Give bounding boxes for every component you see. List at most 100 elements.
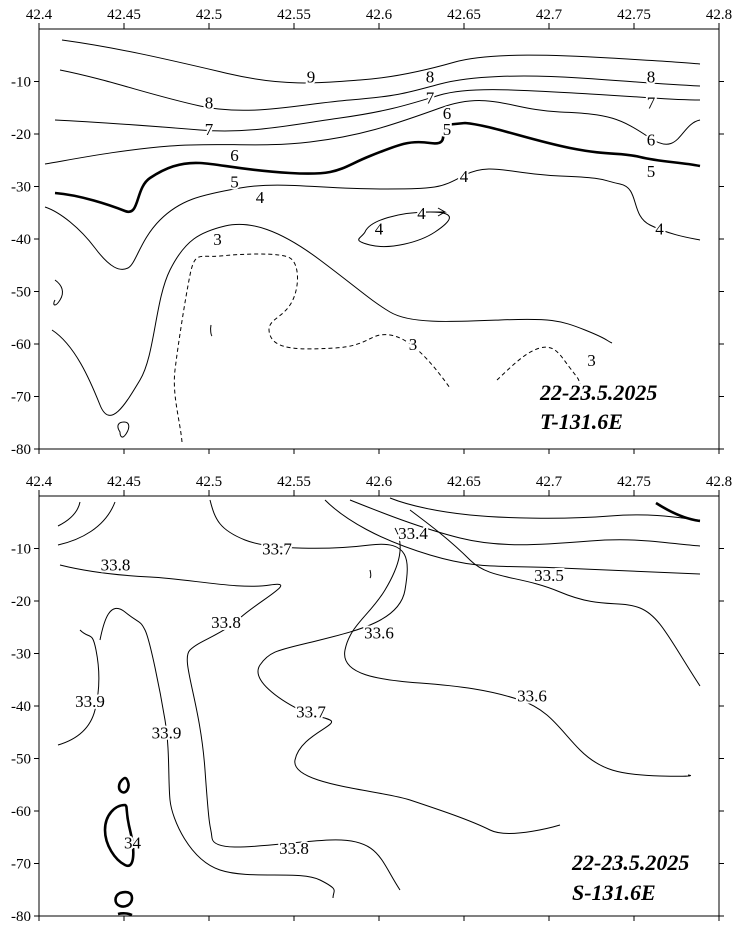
salinity-contour-label-6: 33.8 (101, 555, 131, 574)
salinity-y-tick-label-1: -20 (11, 594, 31, 610)
salinity-y-tick-label-0: -10 (11, 542, 31, 558)
temperature-contour-label-3: 8 (647, 67, 656, 86)
salinity-contours (57, 497, 701, 917)
contour-line-small-mark (369, 569, 372, 579)
contour-line-33-3 (349, 499, 701, 547)
temperature-y-tick-label-2: -30 (11, 180, 31, 196)
temperature-contour-label-2: 8 (426, 67, 435, 86)
contour-line-33-7 (209, 499, 561, 834)
contour-line-3 (51, 223, 613, 416)
temperature-y-tick-label-5: -60 (11, 337, 31, 353)
salinity-y-tick-label-5: -60 (11, 804, 31, 820)
contour-line-34-small-1 (117, 776, 130, 794)
contour-line-33-5 (409, 509, 701, 687)
contour-line-5 (54, 121, 701, 214)
contour-line-6 (44, 100, 701, 165)
salinity-contour-label-4: 33.7 (262, 540, 292, 559)
salinity-contour-label-11: 34 (124, 834, 142, 853)
temperature-contour-label-18: 3 (213, 230, 222, 249)
contour-line-34-small-2 (114, 890, 134, 908)
contour-line-34 (103, 803, 135, 868)
salinity-panel: 42.4 42.45 42.5 42.55 42.6 42.65 42.7 42.75 42.8… (11, 474, 732, 925)
salinity-x-tick-label-2: 42.5 (196, 474, 222, 490)
salinity-x-tick-label-4: 42.6 (366, 474, 393, 490)
salinity-x-tick-label-5: 42.65 (447, 474, 481, 490)
salinity-contour-label-5: 33.7 (296, 702, 326, 721)
contour-line-34-small-3 (117, 912, 133, 917)
temperature-x-tick-label-7: 42.75 (617, 7, 651, 23)
salinity-x-tick-label-3: 42.55 (277, 474, 311, 490)
temperature-y-tick-label-3: -40 (11, 232, 31, 248)
contour-line-top-left-1 (57, 501, 81, 527)
contour-line-dashed (173, 253, 451, 443)
contour-line-33-1 (655, 501, 701, 523)
temperature-contour-label-15: 4 (375, 220, 384, 239)
temperature-x-tick-label-4: 42.6 (366, 7, 393, 23)
temperature-x-tick-label-5: 42.65 (447, 7, 481, 23)
salinity-title-line-2: S-131.6E (572, 880, 656, 905)
temperature-panel: 42.4 42.45 42.5 42.55 42.6 42.65 42.7 42.75 42.8… (11, 7, 732, 458)
temperature-x-tick-label-6: 42.7 (536, 7, 563, 23)
salinity-contour-label-1: 33.5 (534, 566, 564, 585)
contour-line-33-4 (324, 499, 701, 575)
contour-line-7 (54, 89, 701, 132)
temperature-contour-label-1: 8 (205, 94, 214, 113)
temperature-contour-label-10: 5 (230, 172, 239, 191)
salinity-y-tick-label-3: -40 (11, 699, 31, 715)
contour-line-top-left-2 (57, 501, 116, 546)
salinity-contour-label-9: 33.9 (75, 692, 105, 711)
salinity-contour-label-10: 33.9 (152, 723, 182, 742)
temperature-contour-label-8: 6 (443, 104, 452, 123)
salinity-x-tick-label-7: 42.75 (617, 474, 651, 490)
temperature-contours (44, 39, 701, 443)
temperature-contour-label-7: 6 (230, 146, 239, 165)
temperature-contour-label-14: 4 (460, 167, 469, 186)
temperature-contour-label-6: 7 (647, 94, 656, 113)
temperature-title-line-1: 22-23.5.2025 (539, 380, 657, 405)
temperature-y-tick-label-4: -50 (11, 285, 31, 301)
contour-line-8 (59, 69, 701, 111)
salinity-x-tick-label-0: 42.4 (26, 474, 53, 490)
salinity-x-tick-label-1: 42.45 (107, 474, 141, 490)
contour-line-small-tick (210, 324, 213, 337)
temperature-x-tick-label-3: 42.55 (277, 7, 311, 23)
temperature-y-tick-label-0: -10 (11, 75, 31, 91)
temperature-contour-label-0: 9 (307, 67, 316, 86)
contour-line-9 (61, 39, 701, 84)
contour-line-dashed-right (496, 346, 581, 385)
salinity-y-tick-label-4: -50 (11, 752, 31, 768)
temperature-x-tick-label-0: 42.4 (26, 7, 53, 23)
salinity-contour-label-0: 33.4 (398, 524, 428, 543)
salinity-x-tick-label-8: 42.8 (706, 474, 732, 490)
contour-line-4-closed (358, 211, 450, 248)
temperature-contour-label-11: 5 (443, 120, 452, 139)
salinity-contour-label-2: 33.6 (364, 624, 394, 643)
salinity-title-line-1: 22-23.5.2025 (571, 850, 689, 875)
temperature-y-tick-label-1: -20 (11, 127, 31, 143)
temperature-x-tick-label-1: 42.45 (107, 7, 141, 23)
salinity-contour-label-8: 33.8 (279, 839, 309, 858)
temperature-title-line-2: T-131.6E (540, 409, 623, 434)
temperature-contour-label-17: 4 (655, 220, 664, 239)
contour-line-4-arrow (420, 207, 447, 217)
salinity-axis-ticks: 42.4 42.45 42.5 42.55 42.6 42.65 42.7 42.75 42.8… (11, 474, 732, 925)
salinity-contour-labels: 33.4 33.5 33.6 33.6 33.7 33.7 33.8 33.8 33.8 33.9… (73, 522, 566, 860)
contour-line-33-8 (59, 564, 401, 891)
salinity-y-tick-label-6: -70 (11, 857, 31, 873)
salinity-y-tick-label-7: -80 (11, 909, 31, 925)
temperature-contour-label-9: 6 (647, 130, 656, 149)
salinity-contour-label-7: 33.8 (211, 613, 241, 632)
contour-line-small-circle (117, 421, 130, 438)
contour-line-3-left (53, 279, 63, 306)
salinity-y-tick-label-2: -30 (11, 647, 31, 663)
temperature-y-tick-label-7: -80 (11, 442, 31, 458)
contour-line-33-9-left (57, 629, 100, 746)
temperature-contour-label-4: 7 (205, 120, 214, 139)
temperature-contour-label-19: 3 (409, 335, 418, 354)
temperature-x-tick-label-2: 42.5 (196, 7, 222, 23)
temperature-x-tick-label-8: 42.8 (706, 7, 732, 23)
temperature-contour-label-13: 4 (256, 188, 265, 207)
temperature-contour-label-12: 5 (647, 162, 656, 181)
